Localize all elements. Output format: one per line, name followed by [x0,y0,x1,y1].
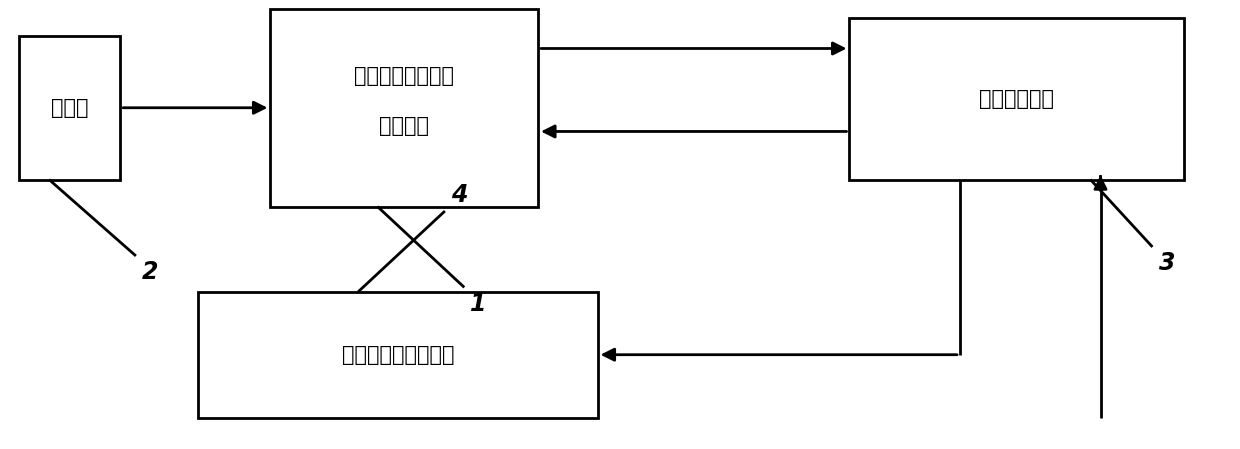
Text: 3: 3 [1158,251,1176,275]
Text: 传感器: 传感器 [51,98,88,118]
Text: 1: 1 [470,292,487,316]
Bar [270,9,538,207]
Text: 4: 4 [451,183,467,207]
Text: 无线通讯模块: 无线通讯模块 [980,89,1054,109]
Text: 智慧城市大数据中心: 智慧城市大数据中心 [342,345,454,365]
Bar [198,292,598,418]
Text: 智能车道引导装置: 智能车道引导装置 [355,66,454,86]
Bar [19,36,120,180]
Bar [849,18,1184,180]
Text: 2: 2 [143,260,159,284]
Text: （路眼）: （路眼） [379,116,429,136]
